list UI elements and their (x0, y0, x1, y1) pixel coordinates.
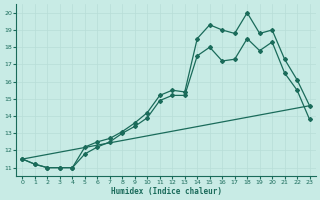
X-axis label: Humidex (Indice chaleur): Humidex (Indice chaleur) (110, 187, 221, 196)
